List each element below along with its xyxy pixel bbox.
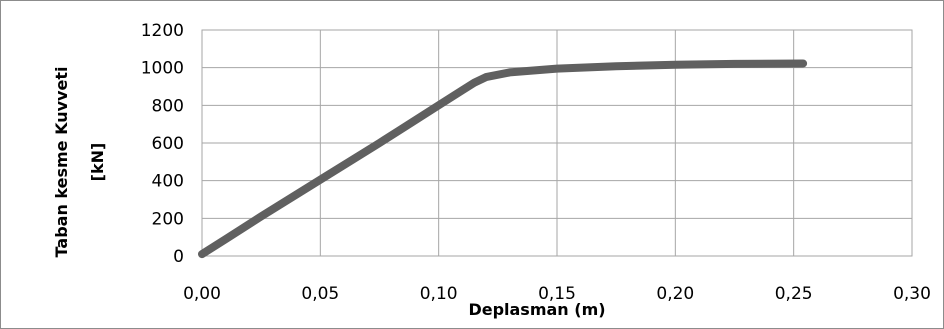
plot-area: [201, 29, 913, 257]
x-tick-label: 0,25: [775, 284, 813, 304]
y-axis-title-line1: Taban kesme Kuvveti: [52, 67, 71, 258]
y-tick-label: 1000: [141, 59, 184, 79]
y-tick-label: 600: [152, 134, 184, 154]
x-tick-label: 0,20: [656, 284, 694, 304]
x-tick-label: 0,10: [420, 284, 458, 304]
x-tick-label: 0,15: [538, 284, 576, 304]
plot-area-border: [201, 29, 913, 257]
x-tick-label: 0,05: [301, 284, 339, 304]
x-tick-labels: 0,00 0,05 0,10 0,15 0,20 0,25 0,30: [183, 284, 931, 304]
x-axis-title: Deplasman (m): [468, 300, 605, 319]
y-tick-label: 400: [152, 172, 184, 192]
y-tick-label: 200: [152, 209, 184, 229]
series-layer: [198, 59, 808, 259]
y-tick-label: 1200: [141, 21, 184, 41]
x-tick-label: 0,00: [183, 284, 221, 304]
x-tick-label: 0,30: [893, 284, 931, 304]
y-tick-label: 800: [152, 96, 184, 116]
y-tick-labels: 0 200 400 600 800 1000 1200: [141, 21, 184, 267]
y-tick-label: 0: [173, 247, 184, 267]
series-line: [198, 59, 808, 259]
y-axis-title-line2: [kN]: [88, 143, 107, 182]
